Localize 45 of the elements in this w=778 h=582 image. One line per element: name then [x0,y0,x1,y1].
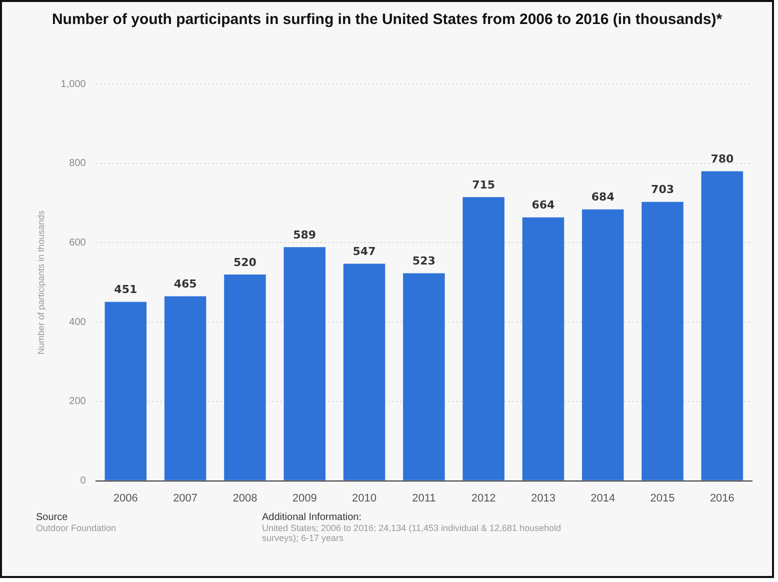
x-tick-label: 2016 [710,492,734,504]
data-label: 589 [293,228,316,242]
data-label: 780 [710,152,734,166]
bar [582,209,624,480]
bar [642,202,684,480]
text: Outdoor Foundation [36,523,118,533]
y-tick-label: 1,000 [60,78,86,90]
data-label: 451 [114,283,138,296]
data-label: 465 [174,278,197,291]
y-tick-label: 800 [69,158,86,170]
bar [284,247,326,480]
x-tick-label: 2009 [292,492,317,504]
x-tick-label: 2010 [352,492,376,504]
bar [462,197,504,480]
x-tick-label: 2006 [113,492,138,504]
bar [104,302,147,480]
x-tick-label: 2013 [530,492,556,504]
data-label: 520 [233,256,257,269]
text: Additional Information: [262,512,363,523]
y-tick-label: 200 [69,396,86,408]
x-tick-label: 2008 [232,492,258,504]
x-tick-label: 2007 [173,492,198,504]
x-tick-label: 2015 [650,492,675,504]
data-label: 523 [412,254,436,268]
y-tick-label: 400 [69,316,86,328]
y-tick-label: 0 [80,476,86,487]
bar [164,296,206,480]
x-tick-label: 2011 [412,492,436,504]
bar [403,273,445,480]
text: Source [36,512,69,523]
data-label: 715 [472,178,496,192]
y-tick-label: 600 [69,237,86,248]
bar [522,217,564,480]
bar [701,171,744,480]
data-label: 664 [532,198,556,212]
bar [224,274,266,480]
data-label: 684 [591,190,615,204]
chart-title: Number of youth participants in surfing in the United States from 2006 to 2016 (in thousands)* [50,10,724,30]
x-tick-label: 2012 [471,492,496,504]
bar [343,264,386,480]
data-label: 703 [651,183,674,196]
x-tick-label: 2014 [590,492,616,504]
text: United States; 2006 to 2016; 24,134 (11,453 individual & 12,681 household surveys); 6-17 years [262,523,562,543]
y-axis-title: Number of participants in thousands [36,210,46,354]
data-label: 547 [352,245,376,258]
